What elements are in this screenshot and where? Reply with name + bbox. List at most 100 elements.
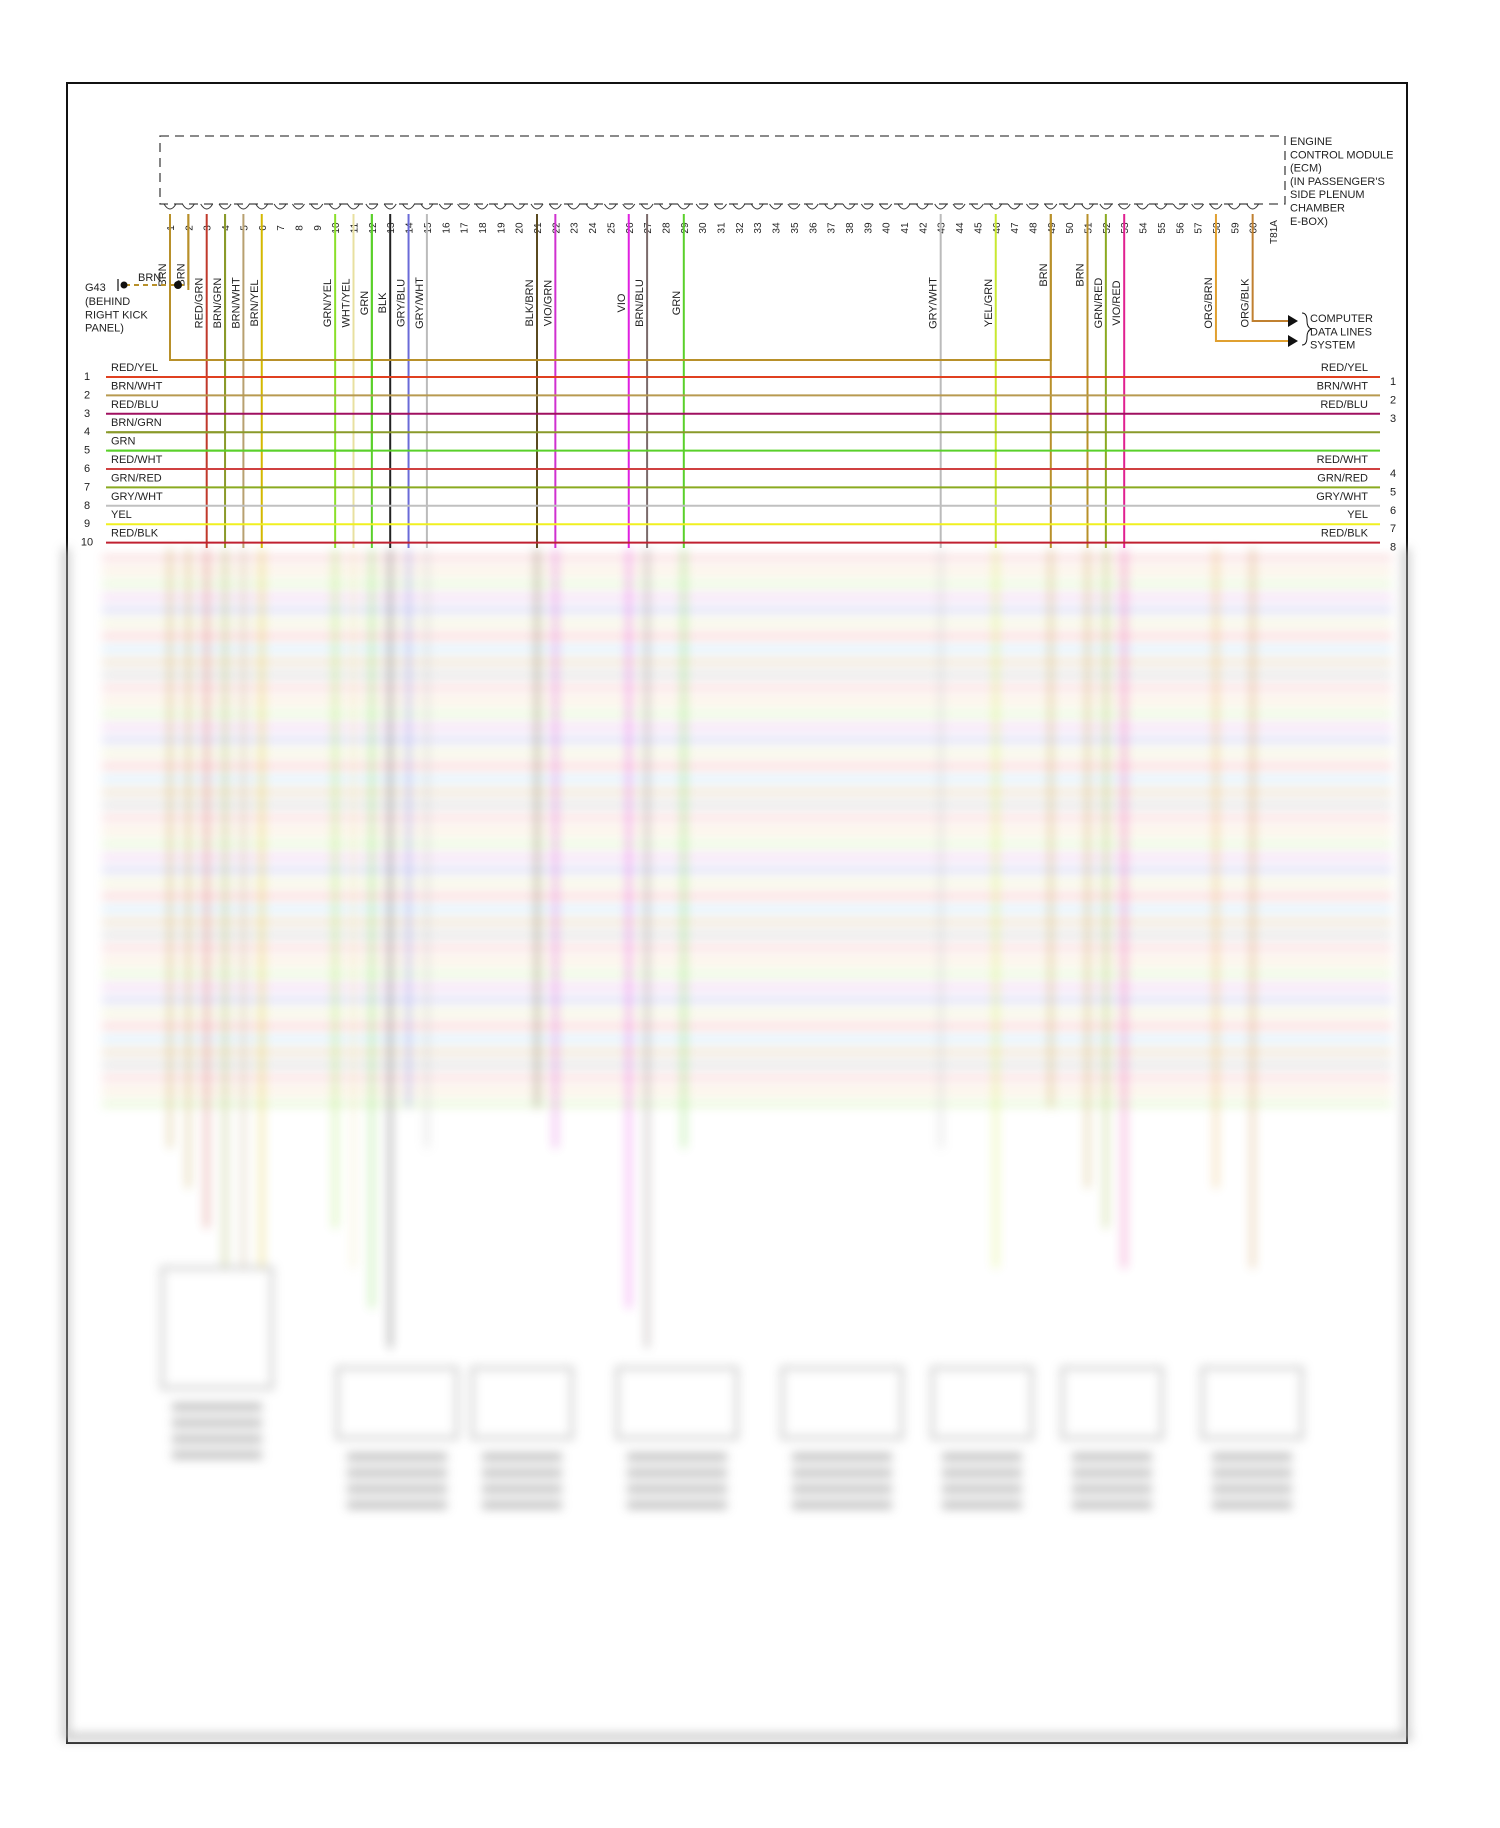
pin-number: 9 bbox=[313, 225, 324, 231]
harness-left-label: RED/WHT bbox=[111, 454, 163, 466]
pin-socket bbox=[255, 203, 269, 210]
harness-right-number: 5 bbox=[1390, 486, 1396, 498]
wire-color-label: GRN/RED bbox=[1093, 278, 1105, 329]
harness-right-number: 4 bbox=[1390, 468, 1396, 480]
harness-right-label: BRN/WHT bbox=[1317, 380, 1369, 392]
pin-socket bbox=[236, 203, 250, 210]
ecm-title-line: ENGINE bbox=[1290, 136, 1332, 148]
pin-number: 12 bbox=[368, 222, 379, 234]
harness-right-label: GRY/WHT bbox=[1316, 491, 1368, 503]
harness-left-number: 10 bbox=[81, 537, 93, 549]
pin-socket bbox=[548, 203, 562, 210]
pin-number: 23 bbox=[570, 222, 581, 234]
pin-socket bbox=[200, 203, 214, 210]
wire-color-label: RED/GRN bbox=[194, 278, 206, 329]
pin-number: 29 bbox=[680, 222, 691, 234]
pin-socket bbox=[292, 203, 305, 210]
pin-socket bbox=[475, 203, 489, 210]
harness-left-number: 6 bbox=[84, 463, 90, 475]
pin-socket bbox=[1062, 203, 1076, 210]
pin-number: 3 bbox=[203, 225, 214, 231]
wire-color-label: VIO/RED bbox=[1111, 280, 1123, 325]
pin-socket bbox=[769, 203, 782, 210]
pin-number: 16 bbox=[441, 222, 452, 234]
pin-socket bbox=[1172, 203, 1186, 210]
wire-color-label: ORG/BRN bbox=[1203, 277, 1215, 328]
pin-socket bbox=[567, 203, 581, 210]
pin-number: 10 bbox=[331, 222, 342, 234]
pin-number: 58 bbox=[1212, 222, 1223, 234]
pin-socket bbox=[585, 203, 599, 210]
harness-lines: 1 RED/YEL 2 BRN/WHT 3 RED/BLU 4 BRN/GRN 5 GRN 6 RED… bbox=[81, 362, 1396, 554]
wire-color-label: VIO bbox=[616, 293, 628, 312]
pin-number: 44 bbox=[955, 222, 966, 234]
data-lines-label: SYSTEM bbox=[1310, 340, 1355, 352]
harness-left-label: GRY/WHT bbox=[111, 491, 163, 503]
harness-right-number: 3 bbox=[1390, 413, 1396, 425]
pin-socket bbox=[1246, 203, 1260, 210]
pin-number: 2 bbox=[184, 225, 195, 231]
wire-color-label: BRN bbox=[157, 263, 169, 286]
pin-number: 54 bbox=[1139, 222, 1150, 234]
pin-number: 59 bbox=[1230, 222, 1241, 234]
ecm-title-line: SIDE PLENUM bbox=[1290, 189, 1365, 201]
harness-left-label: RED/BLU bbox=[111, 399, 159, 411]
pin-number: 22 bbox=[551, 222, 562, 234]
pin-socket bbox=[897, 203, 911, 210]
ground-symbol-icon bbox=[120, 281, 128, 289]
pin-number: 19 bbox=[496, 222, 507, 234]
harness-left-number: 7 bbox=[84, 481, 90, 493]
ecm-title-line: (IN PASSENGER'S bbox=[1290, 176, 1385, 188]
pin-number: 52 bbox=[1102, 222, 1113, 234]
pin-number: 56 bbox=[1175, 222, 1186, 234]
ground-wire-label: BRN bbox=[138, 272, 161, 284]
pin-number: 14 bbox=[405, 222, 416, 234]
pin-socket bbox=[879, 203, 893, 210]
harness-right-label: GRN/RED bbox=[1317, 472, 1368, 484]
pin-socket bbox=[970, 203, 984, 210]
pin-number: 17 bbox=[460, 222, 471, 234]
wire-color-label: GRN bbox=[671, 291, 683, 316]
pin-number: 43 bbox=[937, 222, 948, 234]
harness-left-label: GRN/RED bbox=[111, 472, 162, 484]
pin-socket bbox=[1044, 203, 1058, 210]
ecm-title-line: (ECM) bbox=[1290, 163, 1322, 175]
pin-socket bbox=[824, 203, 838, 210]
pin-socket bbox=[347, 203, 360, 210]
pin-number: 25 bbox=[606, 222, 617, 234]
pin-socket bbox=[420, 203, 434, 210]
obscured-lower-diagram bbox=[62, 548, 1412, 1748]
harness-right-label: RED/BLK bbox=[1321, 528, 1369, 540]
pin-socket bbox=[1026, 203, 1039, 210]
pin-socket bbox=[695, 203, 709, 210]
pin-number: 11 bbox=[350, 222, 361, 233]
pin-socket bbox=[530, 203, 544, 210]
wire-color-label: BLK/BRN bbox=[524, 279, 536, 326]
pin-socket bbox=[218, 203, 232, 210]
pin-socket bbox=[732, 203, 746, 210]
harness-right-number: 7 bbox=[1390, 523, 1396, 535]
pin-number: 46 bbox=[992, 222, 1003, 234]
data-lines-label: COMPUTER bbox=[1310, 313, 1373, 325]
harness-left-number: 1 bbox=[84, 371, 90, 383]
arrow-icon bbox=[1288, 315, 1298, 327]
pin-socket bbox=[1191, 203, 1205, 210]
pin-number: 24 bbox=[588, 222, 599, 234]
harness-left-number: 9 bbox=[84, 518, 90, 530]
pin-socket bbox=[1081, 203, 1094, 210]
harness-left-label: RED/BLK bbox=[111, 528, 159, 540]
harness-right-number: 1 bbox=[1390, 376, 1396, 388]
pin-socket bbox=[1136, 203, 1149, 210]
harness-right-number: 6 bbox=[1390, 505, 1396, 517]
harness-right-number: 2 bbox=[1390, 394, 1396, 406]
harness-left-number: 8 bbox=[84, 500, 90, 512]
wire-color-label: BRN/WHT bbox=[230, 277, 242, 329]
pin-socket bbox=[805, 203, 819, 210]
pin-socket bbox=[952, 203, 966, 210]
harness-right-label: RED/BLU bbox=[1320, 399, 1368, 411]
pin-number: 7 bbox=[276, 225, 287, 231]
pin-socket bbox=[603, 203, 617, 210]
pin-socket bbox=[493, 203, 507, 210]
pin-number: 36 bbox=[808, 222, 819, 234]
